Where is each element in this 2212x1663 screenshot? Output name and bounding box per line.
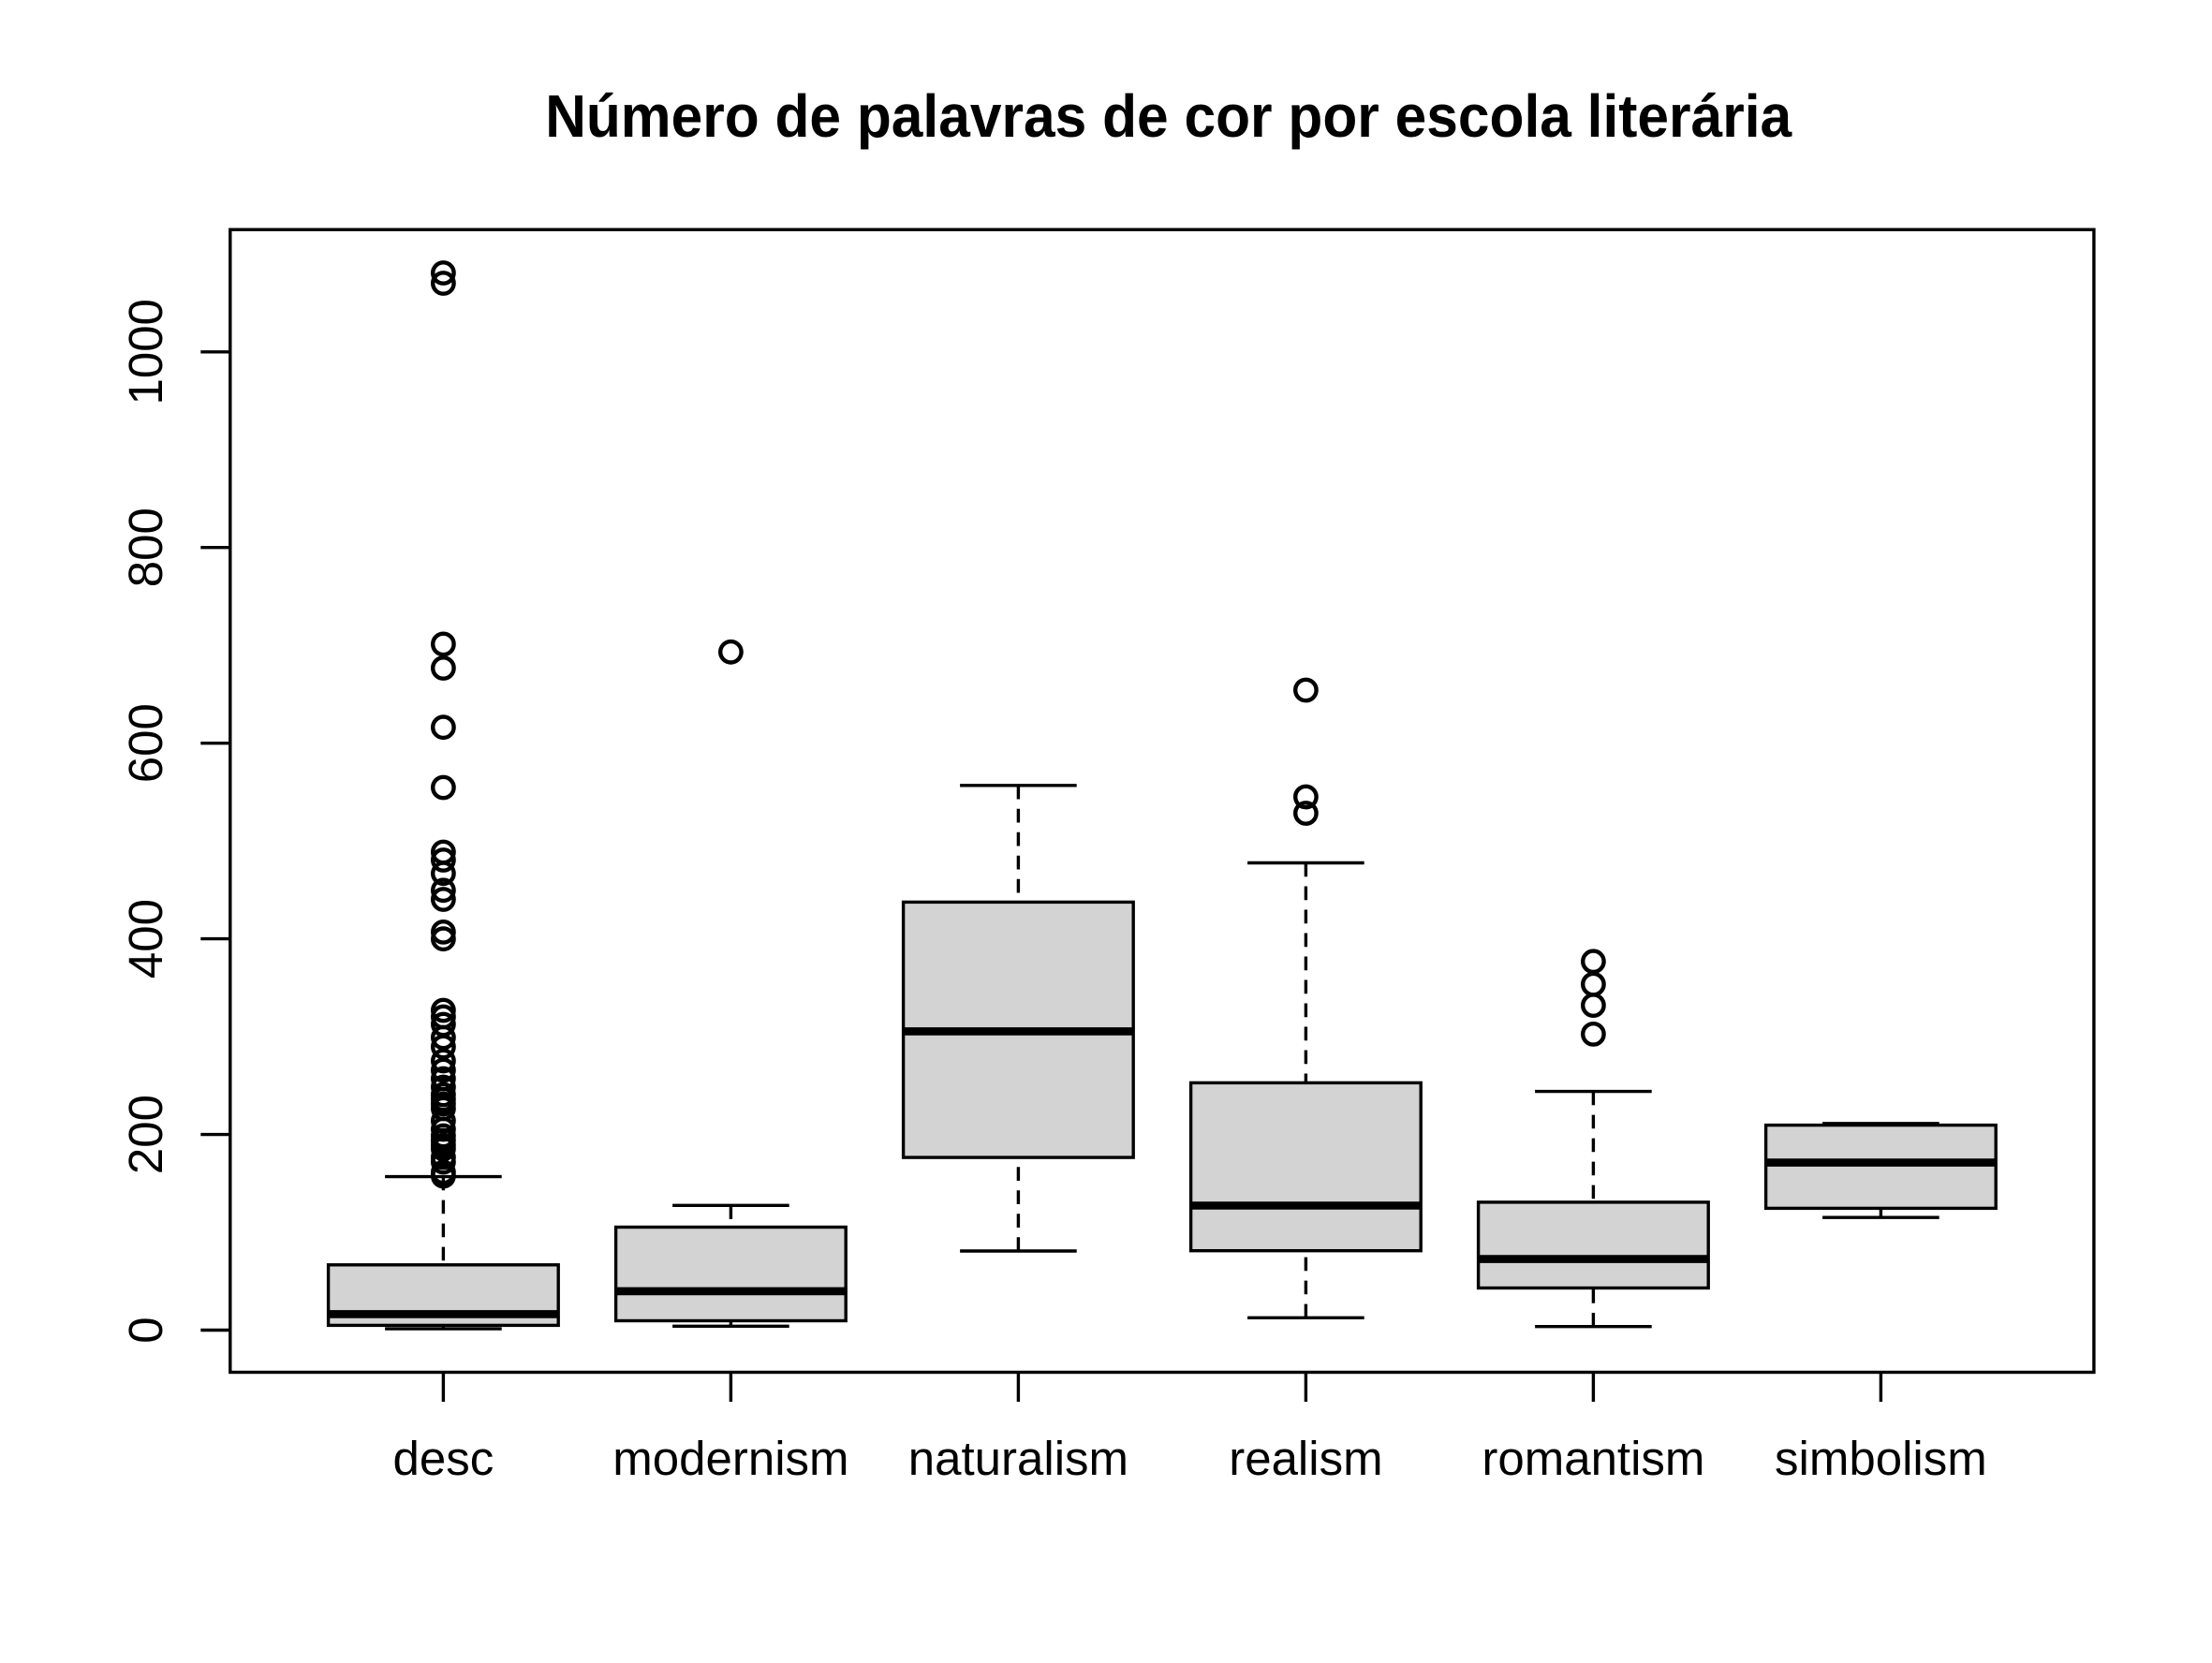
svg-text:400: 400 xyxy=(119,899,172,979)
svg-text:200: 200 xyxy=(119,1095,172,1174)
svg-text:800: 800 xyxy=(119,508,172,587)
svg-text:Número de palavras de cor por: Número de palavras de cor por escola lit… xyxy=(545,82,1792,150)
svg-text:romantism: romantism xyxy=(1482,1432,1704,1485)
svg-text:600: 600 xyxy=(119,703,172,783)
svg-text:modernism: modernism xyxy=(612,1432,848,1485)
svg-text:desc: desc xyxy=(393,1432,494,1485)
svg-text:realism: realism xyxy=(1229,1432,1382,1485)
svg-text:1000: 1000 xyxy=(119,299,172,405)
svg-text:naturalism: naturalism xyxy=(908,1432,1128,1485)
svg-text:simbolism: simbolism xyxy=(1775,1432,1987,1485)
svg-text:0: 0 xyxy=(119,1317,172,1343)
